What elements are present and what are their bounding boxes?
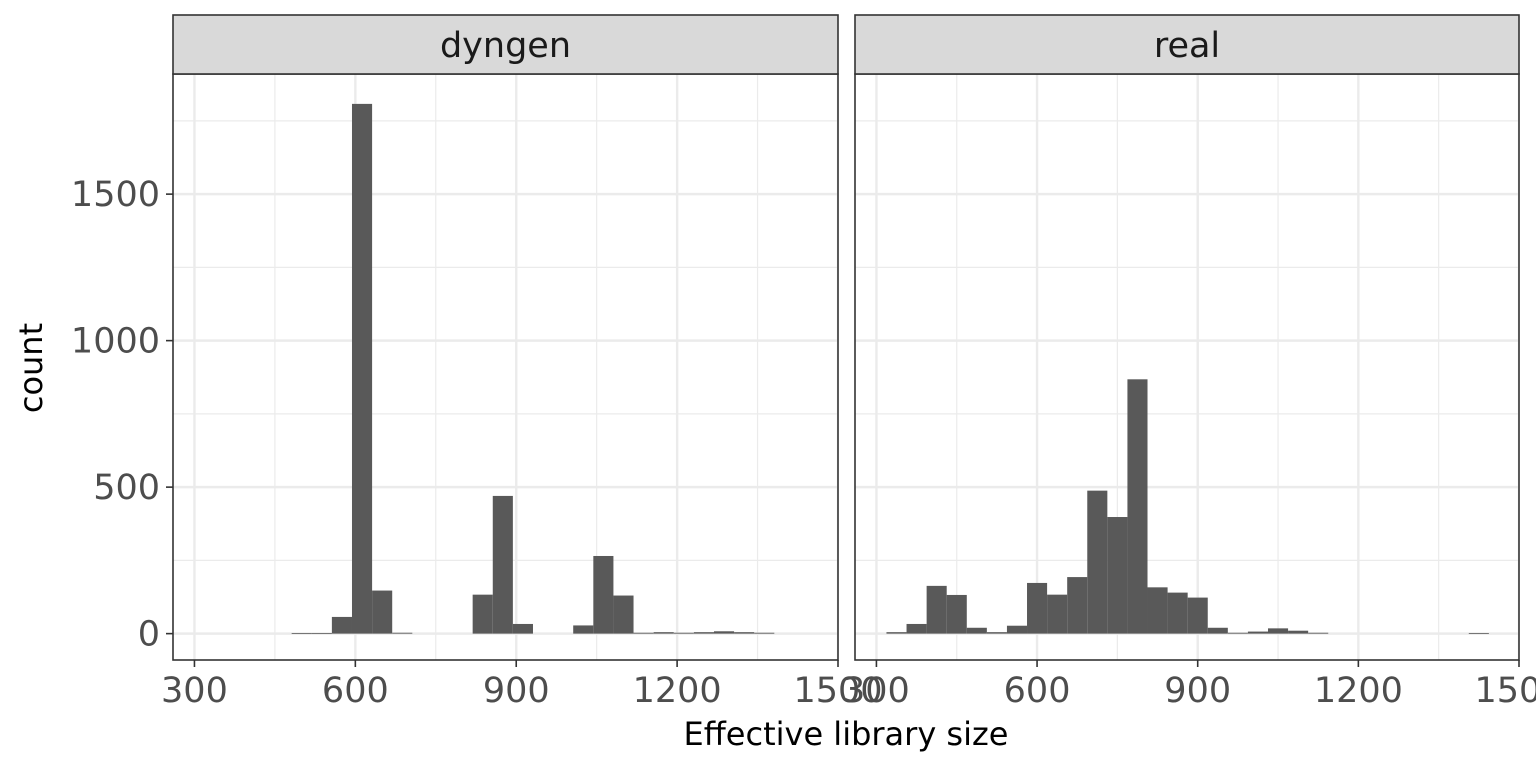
histogram-bar: [1187, 597, 1208, 634]
histogram-bar: [1006, 625, 1028, 634]
histogram-bar: [946, 594, 967, 634]
y-tick-label: 0: [138, 615, 160, 655]
x-tick-label: 300: [843, 671, 910, 711]
histogram-bar: [926, 585, 947, 634]
histogram-bar: [472, 594, 493, 634]
facet-strip: [854, 14, 1520, 75]
histogram-bar: [613, 595, 634, 634]
histogram-bar: [713, 631, 735, 634]
histogram-bar: [966, 627, 987, 634]
histogram-bar: [573, 625, 594, 634]
histogram-bar: [351, 103, 373, 634]
x-tick-label: 600: [322, 671, 389, 711]
x-tick-label: 1200: [1314, 671, 1403, 711]
histogram-bar: [492, 495, 513, 634]
histogram-bar: [291, 633, 312, 634]
histogram-bar: [1468, 633, 1489, 634]
histogram-bar: [653, 632, 674, 634]
histogram-bar: [1027, 582, 1048, 634]
histogram-bar: [886, 632, 907, 634]
histogram-bar: [1167, 592, 1188, 634]
histogram-bar: [906, 623, 927, 634]
x-tick-label: 1500: [793, 671, 882, 711]
y-tick-label: 500: [93, 468, 160, 508]
histogram-bar: [1067, 577, 1088, 634]
facet-panel-real: real 300 600 900 1200 1500: [843, 14, 1536, 711]
histogram-bar: [1107, 517, 1128, 634]
histogram-bar: [693, 632, 714, 634]
x-tick-label: 1200: [633, 671, 722, 711]
x-tick-label: 900: [483, 671, 550, 711]
y-axis-title: count: [12, 323, 50, 413]
histogram-bar: [734, 632, 755, 634]
histogram-bar: [593, 555, 614, 634]
x-tick-label: 600: [1004, 671, 1071, 711]
facet-strip-label: real: [1154, 26, 1220, 66]
histogram-bar: [392, 632, 413, 634]
y-axis: 0 500 1000 1500: [71, 175, 173, 655]
histogram-bar: [673, 632, 694, 634]
facet-strip-label: dyngen: [440, 26, 571, 66]
histogram-bar: [1207, 627, 1228, 634]
facet-panels: dyngen 300 600 900 1200 1500 real 300 600 900 1200…: [161, 14, 1536, 711]
histogram-bar: [1127, 379, 1148, 634]
x-tick-label: 1500: [1474, 671, 1536, 711]
histogram-bar: [372, 590, 393, 634]
histogram-bar: [986, 632, 1007, 634]
histogram-bar: [1288, 630, 1309, 634]
y-tick-label: 1500: [71, 175, 160, 215]
histogram-bar: [1308, 632, 1329, 634]
histogram-bar: [1247, 631, 1268, 634]
histogram-bar: [1087, 490, 1108, 634]
y-tick-label: 1000: [71, 322, 160, 362]
histogram-bar: [331, 616, 352, 634]
histogram-bar: [1227, 632, 1248, 634]
histogram-bar: [1147, 587, 1168, 634]
panel-background: [855, 74, 1519, 660]
facet-strip: [172, 14, 839, 75]
x-tick-label: 300: [161, 671, 228, 711]
histogram-bar: [754, 632, 775, 634]
x-axis-title: Effective library size: [684, 715, 1009, 753]
x-tick-label: 900: [1164, 671, 1231, 711]
histogram-bar: [512, 623, 533, 634]
histogram-bar: [1267, 628, 1289, 634]
facet-panel-dyngen: dyngen 300 600 900 1200 1500: [161, 14, 883, 711]
histogram-bar: [311, 633, 332, 634]
histogram-bar: [1047, 594, 1068, 634]
histogram-bar: [633, 632, 654, 634]
